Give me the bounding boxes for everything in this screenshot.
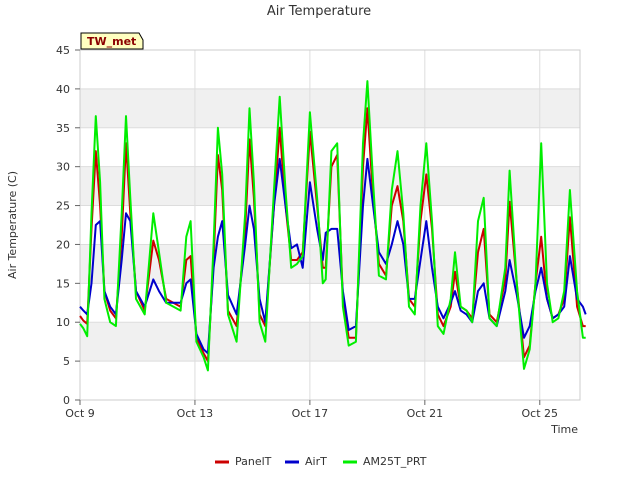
y-axis-ticks: 0 5 10 15 20 25 30 35 40 45 [56,44,80,407]
series-line-am25t_prt [79,80,586,372]
x-tick-label: Oct 21 [407,407,444,420]
grid-band [80,88,580,128]
station-badge-box [80,32,144,50]
legend: PanelT AirT AM25T_PRT [215,455,427,468]
x-axis-ticks: Oct 9 Oct 13 Oct 17 Oct 21 Oct 25 [65,400,558,420]
y-tick-label: 45 [56,44,70,57]
x-tick-label: Oct 9 [65,407,95,420]
x-axis-title: Time [550,423,578,436]
y-tick-label: 0 [63,394,70,407]
series-line-airt [79,157,587,355]
y-tick-label: 20 [56,238,70,251]
chart-title: Air Temperature [267,4,371,19]
y-axis-title: Air Temperature (C) [6,171,19,279]
x-tick-label: Oct 13 [177,407,214,420]
x-tick-label: Oct 25 [522,407,559,420]
station-label: TW_met [87,35,136,48]
station-badge: TW_met [80,32,144,50]
y-tick-label: 5 [63,355,70,368]
gridlines [79,49,581,401]
y-tick-label: 10 [56,316,70,329]
grid-band [80,322,580,362]
legend-label-panelt: PanelT [235,455,272,468]
y-tick-label: 25 [56,200,70,213]
x-tick-label: Oct 17 [292,407,329,420]
y-tick-label: 15 [56,277,70,290]
legend-label-am25t_prt: AM25T_PRT [363,455,427,468]
y-tick-label: 35 [56,122,70,135]
y-tick-label: 30 [56,161,70,174]
legend-label-airt: AirT [305,455,327,468]
plot-frame [79,49,581,401]
series-lines [79,80,587,372]
y-tick-label: 40 [56,83,70,96]
